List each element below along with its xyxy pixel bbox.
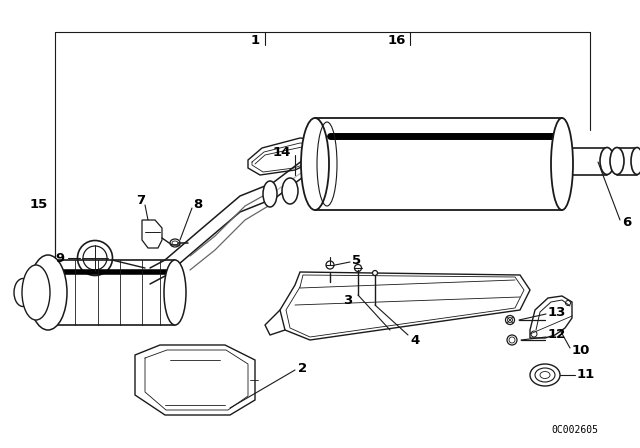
Ellipse shape xyxy=(610,147,624,175)
Ellipse shape xyxy=(535,368,555,382)
Text: 5: 5 xyxy=(352,254,361,267)
Ellipse shape xyxy=(326,261,334,269)
Ellipse shape xyxy=(507,335,517,345)
Polygon shape xyxy=(135,345,255,415)
Ellipse shape xyxy=(372,271,378,276)
Text: 14: 14 xyxy=(273,146,291,159)
Text: 1: 1 xyxy=(251,34,260,47)
Ellipse shape xyxy=(77,241,113,276)
Ellipse shape xyxy=(83,246,107,270)
Ellipse shape xyxy=(631,147,640,175)
Ellipse shape xyxy=(301,118,329,210)
Ellipse shape xyxy=(22,265,50,320)
Text: 12: 12 xyxy=(548,328,566,341)
Text: 2: 2 xyxy=(298,362,307,375)
Ellipse shape xyxy=(282,178,298,204)
Ellipse shape xyxy=(164,260,186,325)
Ellipse shape xyxy=(530,364,560,386)
Ellipse shape xyxy=(551,118,573,210)
Polygon shape xyxy=(280,272,530,340)
Ellipse shape xyxy=(29,255,67,330)
Ellipse shape xyxy=(14,279,32,306)
Text: 4: 4 xyxy=(410,333,419,346)
Text: 11: 11 xyxy=(577,369,595,382)
Text: 7: 7 xyxy=(136,194,145,207)
Text: 0C002605: 0C002605 xyxy=(551,425,598,435)
Text: 3: 3 xyxy=(343,293,352,306)
Text: 13: 13 xyxy=(548,306,566,319)
Polygon shape xyxy=(248,138,325,175)
Ellipse shape xyxy=(170,239,180,247)
Text: 10: 10 xyxy=(572,344,590,357)
Ellipse shape xyxy=(355,264,362,271)
Ellipse shape xyxy=(600,147,614,175)
Text: 16: 16 xyxy=(388,34,406,47)
Text: 15: 15 xyxy=(29,198,48,211)
Polygon shape xyxy=(142,220,162,248)
Text: 8: 8 xyxy=(193,198,202,211)
Text: 9: 9 xyxy=(55,251,64,264)
Ellipse shape xyxy=(263,181,277,207)
Ellipse shape xyxy=(506,315,515,324)
Polygon shape xyxy=(530,296,572,338)
Text: 6: 6 xyxy=(622,215,631,228)
